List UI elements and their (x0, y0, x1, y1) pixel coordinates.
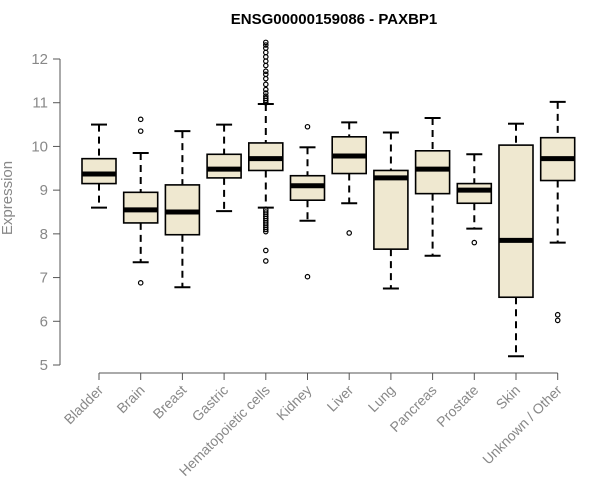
x-tick-label: Prostate (433, 382, 481, 430)
outlier-point (137, 280, 144, 286)
x-tick-label: Kidney (273, 382, 315, 424)
outlier-point (262, 45, 269, 51)
outlier-point (262, 49, 269, 56)
outlier-point (471, 239, 478, 246)
y-tick-label: 6 (40, 313, 48, 330)
iqr-box (373, 169, 409, 250)
box-hematopoietic-cells (248, 39, 284, 264)
box-skin (498, 122, 534, 358)
box-prostate (456, 153, 493, 246)
chart-title: ENSG00000159086 - PAXBP1 (231, 11, 438, 28)
outlier-point (554, 311, 561, 318)
x-tick-label: Brain (113, 382, 147, 416)
y-tick-label: 7 (40, 270, 48, 287)
outlier-point (262, 54, 269, 60)
outlier-point (262, 209, 269, 215)
outlier-point (262, 86, 269, 93)
outlier-point (262, 258, 269, 264)
outlier-point (262, 75, 269, 82)
outlier-point (262, 39, 269, 46)
outlier-point (346, 230, 353, 236)
outlier-point (262, 68, 269, 75)
outlier-point (262, 95, 269, 102)
y-tick-label: 11 (32, 95, 48, 112)
x-tick-label: Bladder (61, 382, 107, 428)
y-tick-label: 8 (40, 226, 48, 243)
outlier-point (137, 116, 144, 123)
boxes-group (81, 39, 576, 358)
outlier-point (262, 62, 269, 69)
iqr-box (206, 153, 242, 179)
y-tick-label: 9 (40, 182, 48, 199)
outlier-point (262, 207, 269, 213)
box-breast (164, 130, 201, 289)
x-tick-label: Skin (493, 382, 524, 413)
x-tick-label: Breast (150, 382, 190, 422)
outlier-point (262, 247, 269, 254)
x-tick-label: Unknown / Other (479, 382, 565, 468)
x-tick-label: Lung (365, 382, 398, 415)
box-gastric (206, 123, 242, 213)
y-tick-label: 12 (31, 51, 48, 68)
outlier-point (262, 90, 269, 96)
y-tick-label: 10 (31, 138, 48, 155)
outlier-point (554, 317, 561, 324)
box-brain (122, 116, 159, 286)
y-axis-label: Expression (0, 161, 16, 235)
outlier-point (137, 128, 144, 134)
box-unknown-other (539, 100, 576, 324)
iqr-box (498, 144, 534, 299)
iqr-box (81, 157, 117, 185)
box-bladder (81, 123, 117, 209)
outlier-point (262, 81, 269, 88)
outlier-point (262, 93, 269, 99)
y-tick-label: 5 (40, 357, 48, 374)
outlier-point (262, 71, 269, 78)
box-lung (373, 131, 409, 290)
outlier-point (262, 58, 269, 64)
outlier-point (262, 42, 269, 48)
box-pancreas (414, 117, 451, 257)
x-tick-label: Liver (324, 382, 357, 415)
y-axis: 5 6 7 8 9 10 11 12 (31, 51, 61, 374)
outlier-point (304, 123, 311, 130)
box-liver (331, 121, 368, 236)
iqr-box (456, 182, 493, 205)
outlier-point (304, 273, 311, 280)
iqr-box (414, 150, 451, 195)
box-kidney (289, 123, 326, 280)
